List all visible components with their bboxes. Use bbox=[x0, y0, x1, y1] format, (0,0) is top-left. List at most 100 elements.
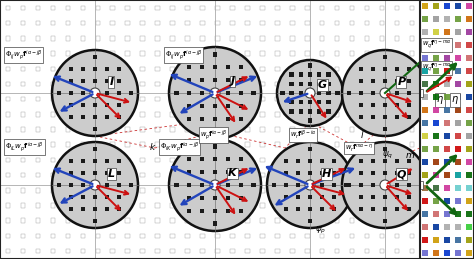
Bar bbox=[335, 234, 339, 238]
Bar bbox=[275, 97, 280, 101]
Bar bbox=[155, 203, 160, 208]
Bar bbox=[155, 234, 160, 238]
Bar bbox=[365, 142, 369, 147]
Bar bbox=[51, 97, 55, 101]
Bar bbox=[365, 67, 369, 71]
Bar bbox=[187, 117, 191, 121]
Bar bbox=[155, 82, 160, 86]
Bar bbox=[6, 36, 10, 41]
Bar bbox=[51, 112, 55, 117]
Bar bbox=[110, 6, 115, 10]
Bar bbox=[140, 51, 145, 56]
Bar bbox=[126, 21, 130, 25]
Bar bbox=[213, 170, 217, 174]
Bar bbox=[185, 127, 190, 132]
Bar bbox=[395, 159, 399, 163]
Bar bbox=[21, 127, 25, 132]
Bar bbox=[81, 127, 85, 132]
Bar bbox=[200, 208, 204, 213]
Bar bbox=[93, 67, 97, 71]
Bar bbox=[213, 196, 217, 200]
Bar bbox=[383, 207, 387, 211]
Bar bbox=[230, 173, 235, 177]
Bar bbox=[422, 107, 428, 113]
Bar bbox=[200, 78, 204, 82]
Bar bbox=[6, 203, 10, 208]
Bar bbox=[383, 103, 387, 107]
Bar bbox=[6, 142, 10, 147]
Bar bbox=[65, 97, 70, 101]
Bar bbox=[185, 188, 190, 192]
Bar bbox=[140, 158, 145, 162]
Bar bbox=[170, 51, 175, 56]
Bar bbox=[238, 65, 243, 69]
Bar bbox=[69, 115, 73, 119]
Bar bbox=[335, 173, 339, 177]
Bar bbox=[140, 97, 145, 101]
Bar bbox=[290, 188, 294, 192]
Bar bbox=[93, 207, 97, 211]
Bar bbox=[110, 234, 115, 238]
Bar bbox=[6, 82, 10, 86]
Bar bbox=[407, 159, 411, 163]
Bar bbox=[213, 144, 217, 149]
Bar bbox=[350, 6, 355, 10]
Bar bbox=[245, 218, 250, 223]
Bar bbox=[126, 97, 130, 101]
Bar bbox=[275, 127, 280, 132]
Bar bbox=[444, 68, 450, 74]
Bar bbox=[466, 185, 472, 191]
Bar bbox=[365, 97, 369, 101]
Bar bbox=[407, 195, 411, 199]
Bar bbox=[201, 97, 205, 101]
Bar bbox=[260, 21, 264, 25]
Bar bbox=[422, 55, 428, 61]
Bar bbox=[419, 91, 423, 95]
Bar bbox=[466, 211, 472, 217]
Bar bbox=[346, 91, 351, 95]
Circle shape bbox=[305, 180, 315, 190]
Bar bbox=[383, 171, 387, 175]
Bar bbox=[417, 89, 423, 97]
Bar bbox=[371, 67, 375, 71]
Bar bbox=[126, 218, 130, 223]
Bar bbox=[410, 82, 414, 86]
Bar bbox=[155, 173, 160, 177]
Bar bbox=[201, 173, 205, 177]
Bar bbox=[275, 218, 280, 223]
Bar bbox=[245, 234, 250, 238]
Bar bbox=[155, 21, 160, 25]
Bar bbox=[410, 158, 414, 162]
Bar bbox=[395, 142, 399, 147]
Bar bbox=[395, 207, 399, 211]
Bar bbox=[335, 112, 339, 117]
Bar bbox=[290, 21, 294, 25]
Circle shape bbox=[169, 47, 261, 139]
Bar bbox=[96, 249, 100, 253]
Bar bbox=[422, 185, 428, 191]
Bar bbox=[110, 112, 115, 117]
Text: H: H bbox=[322, 169, 331, 179]
Bar bbox=[96, 82, 100, 86]
Bar bbox=[51, 234, 55, 238]
Bar bbox=[365, 234, 369, 238]
Bar bbox=[21, 112, 25, 117]
Bar bbox=[395, 112, 399, 117]
Bar bbox=[81, 218, 85, 223]
Bar bbox=[433, 198, 439, 204]
Bar bbox=[455, 16, 461, 22]
Bar bbox=[422, 120, 428, 126]
Bar bbox=[260, 67, 264, 71]
Bar bbox=[215, 6, 220, 10]
Bar bbox=[36, 51, 40, 56]
Bar bbox=[201, 127, 205, 132]
Bar bbox=[383, 159, 387, 163]
Bar bbox=[444, 42, 450, 48]
Bar bbox=[65, 36, 70, 41]
Bar bbox=[422, 250, 428, 256]
Bar bbox=[81, 203, 85, 208]
Bar bbox=[105, 91, 109, 95]
Bar bbox=[350, 158, 355, 162]
Bar bbox=[299, 100, 303, 104]
Text: $\eta$: $\eta$ bbox=[451, 94, 459, 106]
